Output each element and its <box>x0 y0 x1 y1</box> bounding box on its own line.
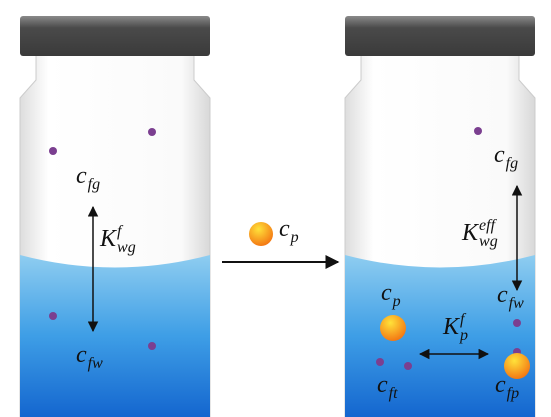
label-sup: f <box>460 311 467 328</box>
label-sub: fg <box>506 155 518 172</box>
middle <box>222 222 340 269</box>
math-label: Keff wg <box>461 217 498 250</box>
math-label: cfp <box>495 372 519 402</box>
label-sub: ft <box>389 385 398 402</box>
math-label: cfw <box>76 342 103 372</box>
label-sub: wg <box>117 239 136 256</box>
label-sub: fw <box>88 355 103 372</box>
math-label: Kf wg <box>99 223 136 256</box>
math-label: cp <box>381 280 401 310</box>
label-base: K <box>442 314 461 340</box>
right-vial <box>344 16 536 417</box>
label-sub: fp <box>507 385 519 402</box>
label-sub: wg <box>479 233 498 250</box>
label-sup: f <box>117 223 124 240</box>
label-sub: p <box>392 293 401 310</box>
label-sub: fg <box>88 176 100 193</box>
math-label: cfg <box>494 142 518 172</box>
label-base: c <box>497 282 508 308</box>
label-base: c <box>377 372 388 398</box>
label-base: c <box>279 216 290 242</box>
label-sub: fw <box>509 295 524 312</box>
math-label: cp <box>279 216 299 246</box>
label-base: c <box>76 342 87 368</box>
left-vial <box>19 16 211 417</box>
math-label: cft <box>377 372 398 402</box>
label-base: c <box>381 280 392 306</box>
label-base: K <box>99 226 118 252</box>
math-label: cfg <box>76 163 100 193</box>
math-label: Kf p <box>442 311 468 344</box>
math-label: cfw <box>497 282 524 312</box>
label-sub: p <box>290 229 299 246</box>
label-base: c <box>494 142 505 168</box>
label-base: c <box>495 372 506 398</box>
label-base: K <box>461 220 480 246</box>
label-sup: eff <box>479 217 498 234</box>
label-base: c <box>76 163 87 189</box>
label-sub: p <box>459 327 468 344</box>
